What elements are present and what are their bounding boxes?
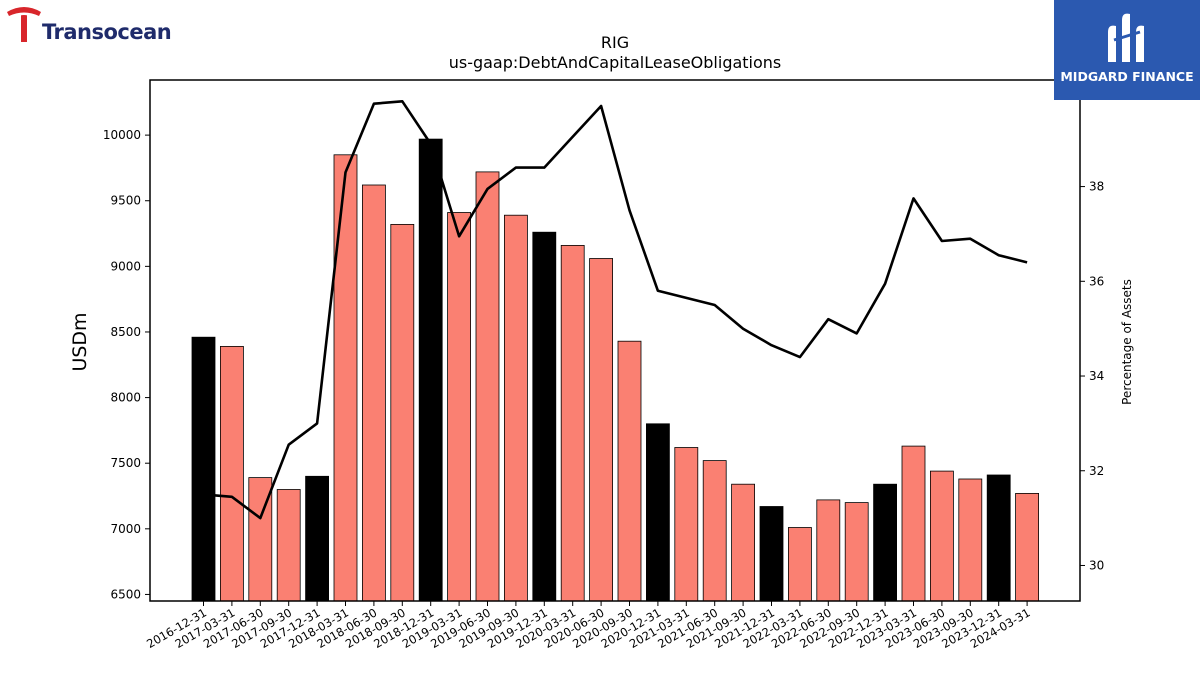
x-axis-ticks: 2016-12-312017-03-312017-06-302017-09-30… bbox=[144, 601, 1033, 651]
y2-tick-label: 30 bbox=[1089, 558, 1104, 572]
bar-2020-12-31 bbox=[646, 423, 670, 602]
bar-2020-09-30 bbox=[617, 340, 642, 602]
bar-2018-09-30 bbox=[390, 223, 415, 602]
transocean-mark-icon bbox=[7, 7, 41, 42]
bar-2017-12-31 bbox=[305, 475, 330, 602]
bar-2021-09-30 bbox=[731, 483, 755, 602]
line-series bbox=[203, 100, 1028, 520]
bar-2019-06-30 bbox=[475, 171, 500, 602]
bar-2023-12-31 bbox=[986, 474, 1011, 602]
bar-2024-03-31 bbox=[1015, 492, 1039, 602]
bar-2021-06-30 bbox=[702, 460, 727, 602]
y-tick-label: 7500 bbox=[110, 456, 141, 470]
bar-2022-09-30 bbox=[844, 502, 869, 602]
bar-2016-12-31 bbox=[191, 336, 216, 602]
y2-tick-label: 32 bbox=[1089, 464, 1104, 478]
y2-tick-label: 38 bbox=[1089, 180, 1104, 194]
y-tick-label: 6500 bbox=[110, 587, 141, 601]
transocean-logo: Transocean bbox=[4, 4, 184, 48]
bar-2017-03-31 bbox=[219, 345, 244, 602]
y2-axis-label: Percentage of Assets bbox=[1120, 279, 1134, 405]
y-axis-label: USDm bbox=[69, 312, 91, 371]
y-tick-label: 10000 bbox=[103, 128, 141, 142]
plot-frame bbox=[149, 79, 1081, 602]
bar-2019-09-30 bbox=[503, 214, 528, 602]
axes bbox=[149, 79, 1081, 602]
bar-2018-06-30 bbox=[361, 184, 386, 602]
y-tick-label: 7000 bbox=[110, 522, 141, 536]
y-tick-label: 8000 bbox=[110, 391, 141, 405]
y-tick-label: 9500 bbox=[110, 194, 141, 208]
y-tick-label: 8500 bbox=[110, 325, 141, 339]
y2-tick-label: 34 bbox=[1089, 369, 1104, 383]
chart-title: RIG bbox=[601, 33, 629, 52]
transocean-wordmark: Transocean bbox=[42, 20, 172, 44]
bar-2023-03-31 bbox=[901, 445, 926, 602]
bar-2023-06-30 bbox=[930, 470, 954, 602]
y-tick-label: 9000 bbox=[110, 259, 141, 273]
bar-2019-03-31 bbox=[447, 212, 472, 602]
bar-2018-12-31 bbox=[418, 138, 443, 602]
percentage-of-assets-line bbox=[203, 100, 1028, 520]
bar-2021-03-31 bbox=[674, 447, 699, 602]
y-axis-ticks: 6500 7000 7500 8000 8500 9000 9500 10000 bbox=[103, 128, 150, 601]
bar-2020-03-31 bbox=[560, 244, 585, 602]
chart-subtitle: us-gaap:DebtAndCapitalLeaseObligations bbox=[449, 53, 782, 72]
bar-2021-12-31 bbox=[759, 506, 784, 602]
bar-2018-03-31 bbox=[333, 154, 358, 602]
y2-axis-ticks: 30 32 34 36 38 bbox=[1080, 180, 1104, 572]
bar-2022-06-30 bbox=[816, 499, 841, 602]
bar-2022-03-31 bbox=[788, 527, 812, 602]
bar-2023-09-30 bbox=[958, 478, 983, 602]
bar-series bbox=[191, 138, 1039, 602]
midgard-finance-wordmark: MIDGARD FINANCE bbox=[1060, 69, 1194, 84]
midgard-finance-logo: MIDGARD FINANCE bbox=[1054, 0, 1200, 100]
bar-2017-09-30 bbox=[276, 489, 301, 602]
y2-tick-label: 36 bbox=[1089, 274, 1104, 288]
bar-2019-12-31 bbox=[532, 231, 557, 602]
bar-2022-12-31 bbox=[873, 483, 897, 602]
bar-2020-06-30 bbox=[589, 258, 613, 602]
midgard-m-icon bbox=[1108, 13, 1144, 63]
